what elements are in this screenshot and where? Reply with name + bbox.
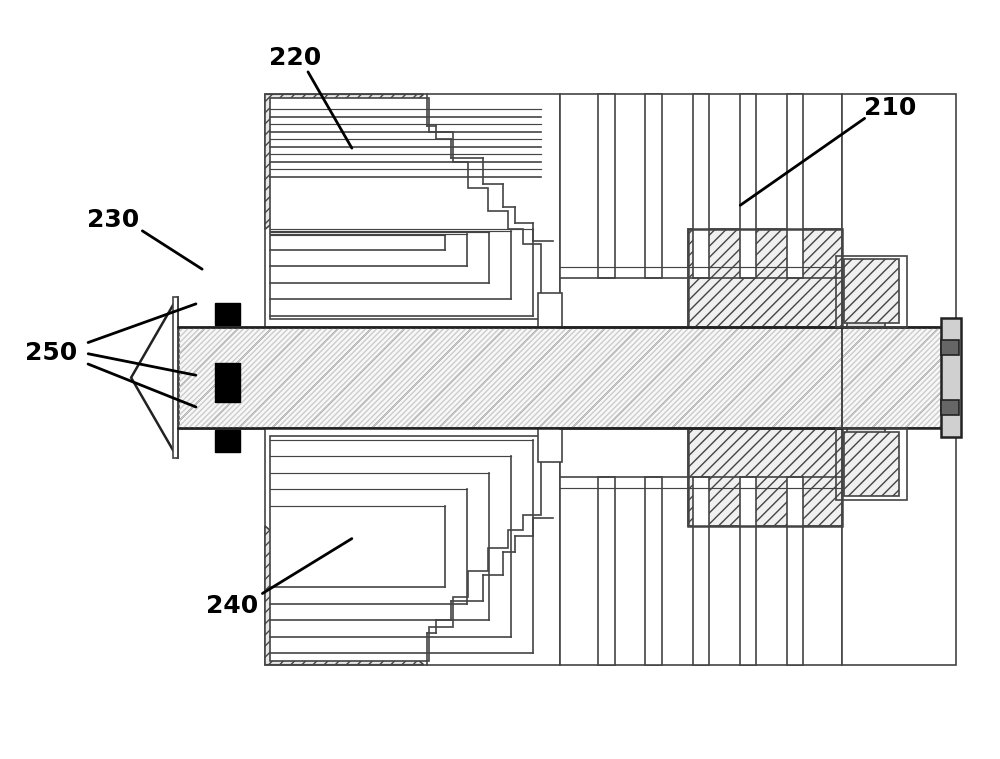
Bar bbox=[844, 432, 899, 496]
Bar bbox=[598, 94, 615, 278]
Bar bbox=[847, 297, 885, 327]
Bar bbox=[787, 94, 803, 278]
Polygon shape bbox=[265, 94, 424, 229]
Bar bbox=[560, 428, 842, 665]
Bar bbox=[560, 94, 842, 327]
Bar bbox=[598, 477, 615, 665]
Text: 230: 230 bbox=[87, 209, 139, 232]
Polygon shape bbox=[178, 327, 956, 428]
Bar bbox=[693, 477, 709, 665]
Bar bbox=[688, 428, 842, 526]
Bar bbox=[787, 477, 803, 665]
Bar bbox=[842, 428, 956, 665]
Bar bbox=[941, 341, 959, 355]
Bar bbox=[847, 428, 885, 458]
Polygon shape bbox=[270, 98, 541, 320]
Text: 250: 250 bbox=[25, 342, 77, 365]
Bar bbox=[836, 428, 907, 499]
Bar bbox=[688, 428, 842, 526]
Bar bbox=[688, 229, 842, 327]
Bar bbox=[215, 430, 240, 452]
Polygon shape bbox=[265, 526, 424, 665]
Bar bbox=[740, 94, 756, 278]
Bar bbox=[941, 400, 959, 414]
Bar bbox=[836, 256, 907, 327]
Text: 240: 240 bbox=[206, 594, 258, 618]
Bar bbox=[693, 94, 709, 278]
Polygon shape bbox=[131, 297, 178, 458]
Bar bbox=[265, 94, 560, 327]
Bar bbox=[842, 94, 956, 327]
Bar bbox=[265, 428, 560, 665]
Bar bbox=[941, 318, 961, 437]
Bar bbox=[645, 94, 662, 278]
Bar bbox=[215, 364, 240, 402]
Bar bbox=[173, 297, 178, 458]
Bar bbox=[688, 229, 842, 327]
Bar bbox=[215, 303, 240, 326]
Polygon shape bbox=[270, 436, 541, 661]
Text: 210: 210 bbox=[864, 96, 916, 120]
Bar bbox=[538, 293, 562, 327]
Bar bbox=[645, 477, 662, 665]
Bar bbox=[844, 260, 899, 323]
Bar bbox=[538, 428, 562, 462]
Text: 220: 220 bbox=[269, 46, 321, 71]
Bar bbox=[740, 477, 756, 665]
